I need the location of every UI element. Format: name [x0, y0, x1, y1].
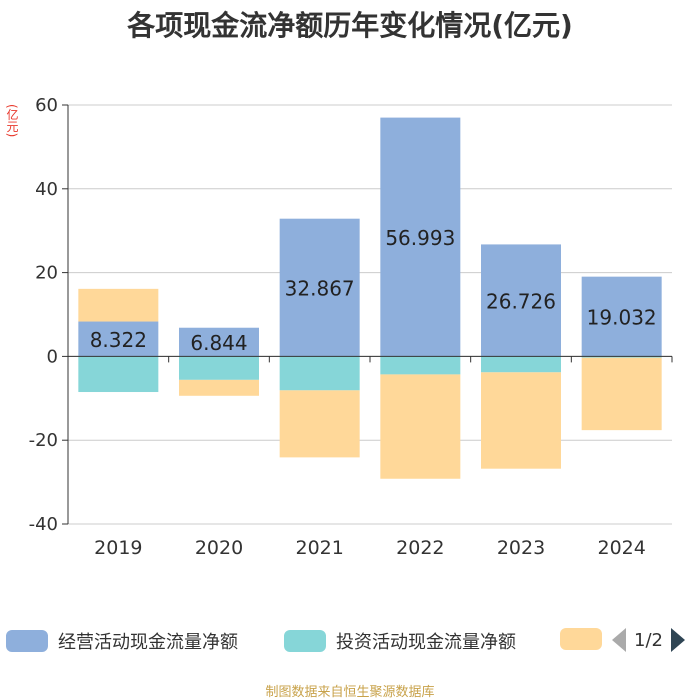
bar-operating-2022 — [380, 117, 461, 357]
legend: 经营活动现金流量净额 投资活动现金流量净额 1/2 — [0, 622, 700, 662]
y-tick-label: -40 — [29, 514, 58, 535]
pager-text: 1/2 — [634, 629, 663, 651]
data-label-operating-2023: 26.726 — [486, 289, 556, 313]
bar-operating-2021 — [279, 218, 360, 357]
source-note: 制图数据来自恒生聚源数据库 — [265, 685, 435, 700]
legend-item-investing[interactable]: 投资活动现金流量净额 — [284, 628, 516, 654]
bar-investing-2022 — [380, 356, 461, 375]
data-label-operating-2019: 8.322 — [90, 328, 147, 352]
legend-swatch-financing — [560, 628, 602, 650]
data-label-operating-2020: 6.844 — [190, 331, 247, 355]
x-tick-label: 2023 — [497, 537, 545, 559]
bar-investing-2020 — [179, 356, 259, 380]
y-axis-unit-label: (亿元) — [5, 104, 19, 138]
legend-item-financing[interactable] — [560, 628, 602, 650]
chart-title: 各项现金流净额历年变化情况(亿元) — [127, 9, 573, 42]
legend-label-operating: 经营活动现金流量净额 — [58, 632, 238, 653]
bar-financing-2019 — [78, 288, 159, 322]
bar-financing-2020 — [179, 379, 259, 396]
bar-operating-2019 — [78, 321, 159, 357]
x-tick-label: 2019 — [94, 537, 142, 559]
bar-investing-2019 — [78, 356, 159, 393]
y-tick-label: 0 — [47, 346, 58, 367]
y-tick-label: 60 — [35, 95, 58, 116]
bar-investing-2023 — [481, 356, 561, 373]
legend-swatch-investing — [284, 630, 326, 652]
bar-operating-2020 — [179, 327, 259, 357]
y-tick-label: 20 — [35, 263, 58, 284]
data-label-operating-2022: 56.993 — [385, 226, 455, 250]
pager-prev-icon[interactable] — [612, 628, 626, 652]
legend-label-investing: 投资活动现金流量净额 — [336, 632, 516, 653]
legend-swatch-operating — [6, 630, 48, 652]
chart-plot-area: -40 -20 0 20 40 60 8.322 6.844 32.867 56.993 26.72… — [29, 95, 673, 559]
legend-item-operating[interactable]: 经营活动现金流量净额 — [6, 628, 238, 654]
bar-financing-2021 — [279, 390, 360, 458]
y-tick-label: 40 — [35, 179, 58, 200]
data-label-operating-2021: 32.867 — [285, 277, 355, 301]
bar-financing-2023 — [481, 372, 561, 469]
data-label-operating-2024: 19.032 — [587, 306, 657, 330]
legend-pager: 1/2 — [612, 628, 685, 652]
pager-next-icon[interactable] — [670, 628, 685, 652]
bar-investing-2024 — [581, 356, 662, 358]
y-tick-label: -20 — [29, 430, 58, 451]
x-tick-label: 2022 — [396, 537, 444, 559]
bar-operating-2024 — [581, 276, 662, 357]
bar-financing-2022 — [380, 374, 461, 479]
x-tick-label: 2020 — [195, 537, 243, 559]
x-tick-label: 2024 — [597, 537, 645, 559]
bar-financing-2024 — [581, 357, 662, 431]
x-tick-label: 2021 — [295, 537, 343, 559]
bar-investing-2021 — [279, 356, 360, 391]
bar-operating-2023 — [481, 244, 561, 357]
